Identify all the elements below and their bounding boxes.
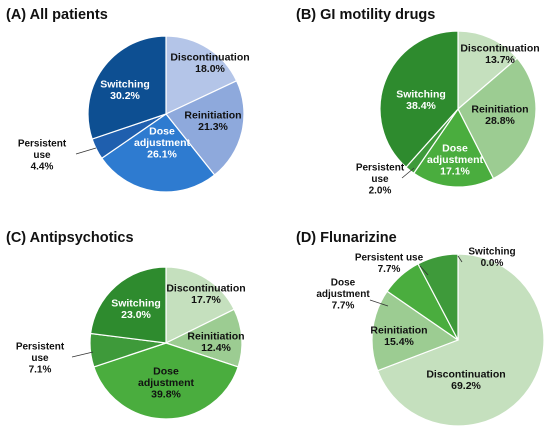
slice-label-switching: Switching 38.4%	[396, 88, 446, 112]
leader-line	[369, 299, 389, 307]
pie-slice-reinitiation	[165, 79, 245, 176]
slice-label-name: use	[371, 174, 389, 185]
panel-title: (B) GI motility drugs	[296, 7, 435, 23]
slice-label-reinitiation: Reinitiation 28.8%	[471, 103, 528, 127]
slice-label-name: adjustment	[138, 377, 195, 389]
slice-label-value: 7.7%	[332, 301, 355, 312]
slice-label-name: Reinitiation	[187, 330, 244, 342]
slice-label-name: Discontinuation	[166, 282, 245, 294]
slice-label-name: Dose	[153, 366, 179, 378]
slice-label-persistent-use: Persistent use 2.0%	[356, 163, 405, 197]
slice-label-value: 28.8%	[485, 115, 515, 127]
slice-label-dose-adjustment: Dose adjustment 39.8%	[138, 366, 195, 401]
slice-label-discontinuation: Discontinuation 18.0%	[170, 51, 249, 75]
slice-label-reinitiation: Reinitiation 12.4%	[187, 330, 244, 354]
slice-label-value: 69.2%	[451, 380, 481, 392]
slice-label-name: Persistent	[356, 163, 405, 174]
slice-label-name: Persistent	[16, 342, 65, 353]
slice-label-value: 38.4%	[406, 100, 436, 112]
slice-label-switching: Switching 23.0%	[111, 297, 161, 321]
slice-label-dose-adjustment: Dose adjustment 17.1%	[427, 143, 484, 178]
slice-label-name: Dose	[442, 143, 468, 155]
slice-label-persistent-use: Persistent use 7.1%	[16, 342, 65, 376]
slice-label-name: Dose	[331, 278, 356, 289]
pie-slice-discontinuation	[165, 266, 235, 344]
pie-panel-1: (A) All patients Discontinuation 18.0% Rein…	[6, 7, 250, 193]
pie-slice-discontinuation	[376, 253, 545, 427]
slice-label-dose-adjustment: Dose adjustment 26.1%	[134, 126, 191, 161]
slice-label-value: 4.4%	[31, 162, 54, 173]
slice-label-reinitiation: Reinitiation 15.4%	[370, 324, 427, 348]
leader-line	[419, 265, 429, 276]
leader-line	[401, 167, 415, 179]
pie-slice-switching	[87, 35, 167, 140]
slice-label-value: 0.0%	[481, 258, 504, 269]
pie-slice-dose-adjustment	[412, 107, 495, 188]
slice-label-value: 23.0%	[121, 309, 151, 321]
panel-title: (C) Antipsychotics	[6, 230, 134, 246]
leader-line	[457, 255, 463, 263]
leader-line	[75, 147, 97, 155]
slice-label-name: Switching	[396, 88, 446, 100]
slice-label-value: 17.1%	[440, 166, 470, 178]
slice-label-name: use	[33, 150, 51, 161]
slice-label-name: Persistent	[18, 139, 67, 150]
pie-panel-4: (D) Flunarizine Discontinuation 69.2% Reini…	[296, 230, 545, 427]
pie-slice-discontinuation	[457, 30, 518, 111]
slice-label-value: 30.2%	[110, 90, 140, 102]
slice-label-name: use	[31, 353, 49, 364]
pie-slice-reinitiation	[457, 57, 537, 180]
panel-title: (D) Flunarizine	[296, 230, 397, 246]
slice-label-value: 21.3%	[198, 121, 228, 133]
slice-label-value: 2.0%	[369, 186, 392, 197]
slice-label-dose-adjustment: Dose adjustment 7.7%	[316, 278, 370, 312]
slice-label-name: Reinitiation	[184, 109, 241, 121]
slice-label-value: 7.1%	[29, 365, 52, 376]
slice-label-value: 26.1%	[147, 149, 177, 161]
slice-label-persistent-use: Persistent use 4.4%	[18, 139, 67, 173]
panel-title: (A) All patients	[6, 7, 108, 23]
pie-slice-persistent-use	[417, 253, 459, 341]
pie-slice-dose-adjustment	[100, 113, 216, 193]
slice-label-name: Discontinuation	[460, 42, 539, 54]
slice-label-name: Dose	[149, 126, 175, 138]
slice-label-value: 13.7%	[485, 54, 515, 66]
slice-label-name: Discontinuation	[170, 51, 249, 63]
slice-label-value: 39.8%	[151, 389, 181, 401]
slice-label-value: 12.4%	[201, 342, 231, 354]
slice-label-name: Reinitiation	[370, 324, 427, 336]
slice-label-discontinuation: Discontinuation 69.2%	[426, 368, 505, 392]
slice-label-value: 17.7%	[191, 294, 221, 306]
pie-slice-reinitiation	[371, 290, 460, 372]
slice-label-name: adjustment	[427, 154, 484, 166]
pie-slice-switching	[89, 266, 167, 344]
slice-label-switching: Switching 30.2%	[100, 78, 150, 102]
slice-label-discontinuation: Discontinuation 17.7%	[166, 282, 245, 306]
slice-label-name: Switching	[468, 246, 515, 257]
slice-label-persistent-use: Persistent use 7.7%	[355, 252, 424, 275]
slice-label-name: Switching	[111, 297, 161, 309]
slice-label-name: Discontinuation	[426, 368, 505, 380]
pie-slice-reinitiation	[164, 308, 243, 368]
pie-panel-3: (C) Antipsychotics Discontinuation 17.7% Re…	[6, 230, 246, 420]
pie-slice-discontinuation	[165, 35, 238, 115]
slice-label-reinitiation: Reinitiation 21.3%	[184, 109, 241, 133]
slice-label-name: Persistent use	[355, 252, 424, 263]
slice-label-switching: Switching 0.0%	[468, 246, 515, 269]
slice-label-name: adjustment	[316, 289, 370, 300]
pie-panel-2: (B) GI motility drugs Discontinuation 13.7…	[296, 7, 540, 197]
slice-label-value: 18.0%	[195, 63, 225, 75]
pie-slice-dose-adjustment	[93, 342, 239, 420]
slice-label-name: Reinitiation	[471, 103, 528, 115]
slice-label-name: adjustment	[134, 137, 191, 149]
slice-label-discontinuation: Discontinuation 13.7%	[460, 42, 539, 66]
leader-line	[71, 351, 94, 358]
slice-label-name: Switching	[100, 78, 150, 90]
slice-label-value: 7.7%	[378, 264, 401, 275]
slice-label-value: 15.4%	[384, 336, 414, 348]
pie-slice-switching	[379, 30, 459, 169]
